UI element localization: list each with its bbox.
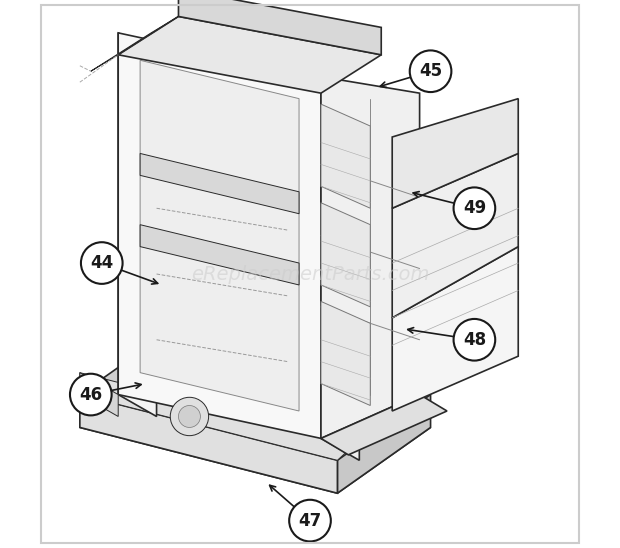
- Circle shape: [454, 187, 495, 229]
- Polygon shape: [80, 373, 409, 460]
- Polygon shape: [321, 395, 447, 455]
- Text: eReplacementParts.com: eReplacementParts.com: [191, 265, 429, 283]
- Polygon shape: [80, 395, 337, 493]
- Text: 45: 45: [419, 62, 442, 80]
- Polygon shape: [140, 225, 299, 285]
- Circle shape: [289, 500, 331, 541]
- Polygon shape: [179, 0, 381, 55]
- Text: 46: 46: [79, 386, 102, 403]
- Polygon shape: [80, 373, 118, 416]
- Text: 44: 44: [90, 254, 113, 272]
- Polygon shape: [80, 329, 173, 427]
- Polygon shape: [118, 16, 381, 93]
- Polygon shape: [321, 203, 370, 307]
- Polygon shape: [321, 301, 370, 406]
- Circle shape: [70, 374, 112, 415]
- Text: 47: 47: [298, 512, 322, 529]
- Circle shape: [410, 50, 451, 92]
- Polygon shape: [321, 77, 360, 460]
- Polygon shape: [337, 395, 430, 493]
- Polygon shape: [321, 104, 370, 208]
- Polygon shape: [80, 362, 430, 493]
- Polygon shape: [91, 16, 179, 71]
- Circle shape: [454, 319, 495, 361]
- Circle shape: [170, 397, 208, 436]
- Circle shape: [179, 406, 200, 427]
- Polygon shape: [392, 99, 518, 208]
- Polygon shape: [392, 247, 518, 411]
- Text: 48: 48: [463, 331, 486, 349]
- Polygon shape: [321, 77, 420, 438]
- Polygon shape: [140, 153, 299, 214]
- Text: 49: 49: [463, 199, 486, 217]
- Polygon shape: [118, 33, 321, 438]
- Polygon shape: [118, 33, 157, 416]
- Polygon shape: [392, 153, 518, 318]
- Polygon shape: [140, 60, 299, 411]
- Circle shape: [81, 242, 123, 284]
